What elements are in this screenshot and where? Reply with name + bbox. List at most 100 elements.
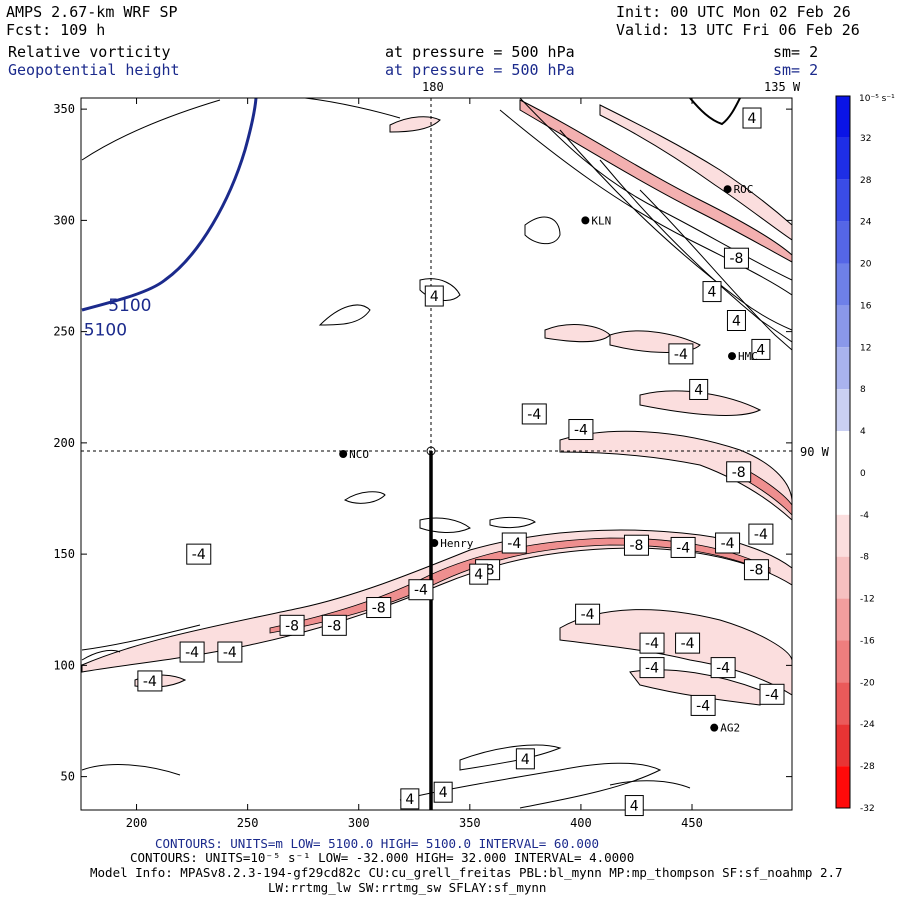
vorticity-label-box (726, 461, 752, 483)
vorticity-label-box (710, 657, 736, 679)
y-tick-label: 350 (53, 102, 75, 116)
vorticity-label: -8 (629, 538, 643, 554)
vorticity-label: -8 (285, 618, 299, 634)
station-dot (728, 352, 737, 361)
vorticity-label-box (575, 603, 601, 625)
vorticity-label-box (623, 534, 649, 556)
colorbar-swatch (836, 389, 850, 432)
vorticity-label-box (759, 683, 785, 705)
y-tick-label: 50 (61, 770, 75, 784)
station-dot (710, 723, 719, 732)
colorbar-swatch (836, 472, 850, 515)
vorticity-label: 4 (430, 289, 439, 305)
vorticity-label-box (639, 657, 665, 679)
vorticity-label-box (742, 107, 762, 129)
vorticity-label: -4 (574, 423, 588, 439)
station-label: KLN (591, 214, 611, 227)
station-label: HMC (738, 350, 758, 363)
colorbar-swatch (836, 640, 850, 683)
vorticity-label-box (639, 632, 665, 654)
vorticity-label: -4 (716, 661, 730, 677)
vorticity-band-mid (559, 430, 792, 521)
colorbar-swatch (836, 724, 850, 767)
y-tick-label: 150 (53, 547, 75, 561)
forecast-hour: Fcst: 109 h (6, 21, 106, 39)
colorbar-tick: 24 (860, 218, 872, 228)
colorbar-tick: 12 (860, 343, 871, 353)
pressure1-label: at pressure = 500 hPa (385, 43, 575, 61)
colorbar-swatch (836, 137, 850, 180)
vorticity-label-box (424, 285, 444, 307)
label-135w: 135 W (764, 80, 801, 94)
vorticity-label: -4 (681, 636, 695, 652)
vorticity-label-box (743, 559, 769, 581)
vorticity-label: -4 (192, 547, 206, 563)
init-time: Init: 00 UTC Mon 02 Feb 26 (616, 3, 851, 21)
vorticity-label: -8 (372, 601, 386, 617)
vorticity-label-box (321, 614, 347, 636)
vorticity-label-box (179, 641, 205, 663)
colorbar-tick: 16 (860, 301, 872, 311)
vorticity-label-box (433, 781, 453, 803)
station-dot (430, 539, 439, 547)
colorbar-tick: 20 (860, 260, 872, 270)
vorticity-label-box (515, 748, 535, 770)
vorticity-label: 4 (439, 785, 448, 801)
vorticity-label: 4 (756, 342, 765, 358)
colorbar-tick: -24 (860, 720, 875, 730)
y-tick-label: 250 (53, 325, 75, 339)
vorticity-label-box (469, 563, 489, 585)
vorticity-label-box (521, 403, 547, 425)
vorticity-patch-2 (544, 324, 611, 343)
model-title: AMPS 2.67-km WRF SP (6, 3, 178, 21)
station-dot (581, 216, 590, 225)
positive-contours (81, 98, 792, 809)
colorbar-swatch (836, 179, 850, 222)
colorbar-swatch (836, 263, 850, 306)
vorticity-label: 4 (708, 285, 717, 301)
station-label: ROC (734, 183, 754, 196)
vorticity-label: -4 (676, 540, 690, 556)
vorticity-label-box (408, 579, 434, 601)
vorticity-label-box (675, 632, 701, 654)
vorticity-label: -8 (327, 618, 341, 634)
colorbar-frame (835, 95, 851, 809)
footer-model-info: Model Info: MPASv8.2.3-194-gf29cd82c CU:… (90, 865, 843, 880)
y-tick-label: 100 (53, 658, 75, 672)
station-dot (339, 450, 348, 458)
vorticity-label-box (702, 281, 722, 303)
x-tick-label: 300 (348, 816, 370, 830)
footer-model-info-2: LW:rrtmg_lw SW:rrtmg_sw SFLAY:sf_mynn (268, 880, 547, 895)
map-fields (81, 98, 792, 810)
colorbar-swatch (836, 347, 850, 390)
vorticity-label: -4 (185, 645, 199, 661)
vorticity-label: -4 (223, 645, 237, 661)
vorticity-label: -8 (749, 563, 763, 579)
height-labels: 5100 5100 (84, 296, 152, 340)
vorticity-label-box (689, 378, 709, 400)
colorbar-swatch (836, 598, 850, 641)
vorticity-label-box (668, 343, 694, 365)
vorticity-label: -4 (581, 607, 595, 623)
vorticity-band-ne (519, 99, 792, 263)
vorticity-label-box (501, 532, 527, 554)
vorticity-label: 4 (732, 314, 741, 330)
field2-label: Geopotential height (8, 61, 180, 79)
vorticity-label-box (366, 597, 392, 619)
colorbar-tick: -12 (860, 595, 875, 605)
colorbar-tick: 8 (860, 385, 866, 395)
height-label: 5100 (84, 320, 127, 340)
colorbar-tick: 32 (860, 134, 871, 144)
vorticity-label-box (568, 419, 594, 441)
colorbar-tick: -4 (860, 511, 869, 521)
colorbar-tick: -28 (860, 762, 875, 772)
vorticity-label-box (624, 795, 644, 817)
vorticity-label: 4 (405, 792, 414, 808)
station-label: Henry (440, 537, 473, 550)
x-tick-label: 450 (681, 816, 703, 830)
vorticity-label-box (186, 543, 212, 565)
height-contour-5100 (81, 98, 258, 312)
stations: NCO Henry KLN ROC HMC AG2 (339, 183, 758, 735)
vorticity-label: 4 (474, 567, 483, 583)
